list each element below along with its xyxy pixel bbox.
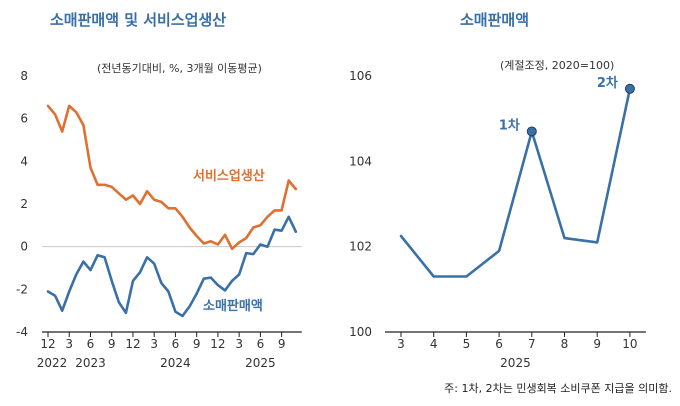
left-x-tick-label: 12 bbox=[125, 337, 140, 351]
left-x-tick-label: 6 bbox=[172, 337, 180, 351]
left-x-tick-label: 12 bbox=[210, 337, 225, 351]
left-x-year-label: 2023 bbox=[75, 356, 106, 370]
right-annotation-label: 1차 bbox=[499, 117, 520, 133]
left-y-tick-label: 2 bbox=[20, 197, 28, 211]
left-x-tick-label: 6 bbox=[257, 337, 265, 351]
left-x-tick-label: 9 bbox=[278, 337, 286, 351]
right-x-axis-label: 2025 bbox=[500, 356, 531, 370]
left-y-tick-label: -4 bbox=[16, 325, 28, 339]
right-x-tick-label: 5 bbox=[463, 337, 471, 351]
right-x-tick-label: 6 bbox=[495, 337, 503, 351]
left-x-tick-label: 9 bbox=[108, 337, 116, 351]
left-series-label-retail: 소매판매액 bbox=[203, 298, 263, 314]
left-x-tick-label: 3 bbox=[150, 337, 158, 351]
right-x-tick-label: 7 bbox=[528, 337, 536, 351]
left-chart-unit-note: (전년동기대비, %, 3개월 이동평균) bbox=[97, 62, 262, 75]
left-x-year-label: 2022 bbox=[37, 356, 68, 370]
left-series-label-service: 서비스업생산 bbox=[193, 168, 265, 184]
left-x-tick-label: 3 bbox=[235, 337, 243, 351]
left-y-tick-label: -2 bbox=[16, 282, 28, 296]
right-x-tick-label: 8 bbox=[561, 337, 569, 351]
left-x-tick-label: 9 bbox=[193, 337, 201, 351]
left-x-tick-label: 12 bbox=[40, 337, 55, 351]
right-x-tick-label: 10 bbox=[622, 337, 637, 351]
left-y-tick-label: 0 bbox=[20, 240, 28, 254]
left-x-tick-label: 6 bbox=[87, 337, 95, 351]
left-y-tick-label: 4 bbox=[20, 154, 28, 168]
right-chart-footnote: 주: 1차, 2차는 민생회복 소비쿠폰 지급을 의미함. bbox=[444, 382, 672, 395]
right-y-tick-label: 102 bbox=[349, 240, 372, 254]
left-x-year-label: 2024 bbox=[160, 356, 191, 370]
left-y-tick-label: 6 bbox=[20, 112, 28, 126]
left-y-tick-label: 8 bbox=[20, 69, 28, 83]
right-x-tick-label: 4 bbox=[430, 337, 438, 351]
right-series-line-retail bbox=[399, 87, 632, 278]
right-y-tick-label: 104 bbox=[349, 154, 372, 168]
left-series-line-service bbox=[46, 104, 298, 251]
right-y-tick-label: 100 bbox=[349, 325, 372, 339]
left-x-tick-label: 3 bbox=[65, 337, 73, 351]
right-y-tick-label: 106 bbox=[349, 69, 372, 83]
right-chart-title: 소매판매액 bbox=[460, 11, 530, 29]
right-annotation-marker bbox=[624, 83, 635, 94]
left-x-year-label: 2025 bbox=[245, 356, 276, 370]
right-annotation-label: 2차 bbox=[597, 75, 618, 91]
right-chart-unit-note: (계절조정, 2020=100) bbox=[500, 59, 615, 72]
left-series-line-retail bbox=[46, 215, 298, 318]
right-x-tick-label: 9 bbox=[593, 337, 601, 351]
left-chart-title: 소매판매액 및 서비스업생산 bbox=[50, 11, 227, 29]
right-annotation-marker bbox=[526, 126, 537, 137]
right-x-tick-label: 3 bbox=[397, 337, 405, 351]
